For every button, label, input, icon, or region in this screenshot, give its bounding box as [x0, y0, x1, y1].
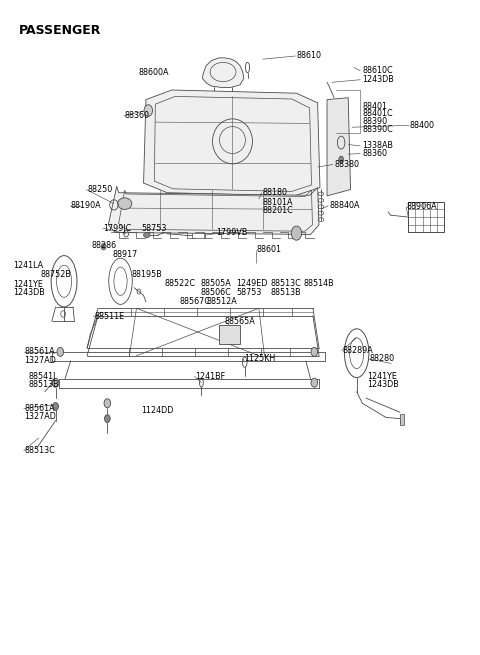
Text: 1327AD: 1327AD	[24, 356, 57, 365]
Text: 88101A: 88101A	[263, 198, 293, 207]
Ellipse shape	[57, 347, 63, 356]
Text: 88280: 88280	[370, 354, 395, 364]
Text: 88286: 88286	[92, 241, 117, 250]
Ellipse shape	[144, 105, 153, 117]
Text: 88401C: 88401C	[362, 109, 393, 119]
Text: 88567C: 88567C	[180, 297, 211, 307]
Text: 88505A: 88505A	[200, 279, 231, 288]
Text: 88360: 88360	[362, 149, 387, 158]
Text: 88513B: 88513B	[28, 380, 59, 389]
Ellipse shape	[291, 226, 301, 240]
Text: 1125KH: 1125KH	[244, 354, 275, 363]
Text: 1241LA: 1241LA	[13, 261, 43, 271]
Ellipse shape	[104, 399, 110, 407]
Text: 88601: 88601	[256, 246, 281, 254]
Text: 88511E: 88511E	[94, 312, 124, 321]
Text: 88180: 88180	[263, 188, 288, 197]
Polygon shape	[203, 58, 244, 87]
Text: 88201C: 88201C	[263, 206, 293, 215]
Text: 88401: 88401	[362, 102, 387, 111]
Text: 58753: 58753	[236, 288, 262, 297]
Ellipse shape	[105, 415, 110, 422]
Text: 1124DD: 1124DD	[141, 406, 174, 415]
Text: 1799JC: 1799JC	[104, 223, 132, 233]
Text: 88752B: 88752B	[40, 271, 71, 280]
Text: 88360: 88360	[125, 111, 150, 120]
Text: 88610: 88610	[297, 52, 322, 60]
Text: 88512A: 88512A	[206, 297, 237, 307]
Text: 88513B: 88513B	[270, 288, 301, 297]
Text: 88565A: 88565A	[225, 316, 256, 326]
Bar	[400, 413, 404, 425]
Text: PASSENGER: PASSENGER	[19, 24, 101, 37]
Bar	[219, 325, 240, 344]
Text: 1338AB: 1338AB	[362, 141, 393, 151]
Text: 1249ED: 1249ED	[236, 279, 268, 288]
Text: 88513C: 88513C	[24, 446, 55, 455]
Text: 88522C: 88522C	[165, 279, 196, 288]
Text: 1799VB: 1799VB	[216, 228, 248, 237]
Polygon shape	[144, 90, 320, 196]
Text: 1241YE: 1241YE	[13, 280, 43, 289]
Text: 58753: 58753	[141, 223, 167, 233]
Text: 88513C: 88513C	[270, 279, 301, 288]
Text: 88400: 88400	[409, 121, 434, 130]
Bar	[408, 202, 444, 233]
Ellipse shape	[118, 198, 132, 210]
Text: 88600A: 88600A	[139, 68, 169, 77]
Text: 88289A: 88289A	[343, 346, 373, 355]
Text: 88506C: 88506C	[200, 288, 231, 297]
Polygon shape	[327, 98, 350, 196]
Text: 88561A: 88561A	[24, 347, 55, 356]
Ellipse shape	[339, 156, 344, 162]
Text: 1243DB: 1243DB	[362, 75, 394, 84]
Text: 88390: 88390	[362, 117, 387, 126]
Ellipse shape	[53, 403, 59, 410]
Text: 88390C: 88390C	[362, 124, 393, 134]
Text: 88190A: 88190A	[71, 201, 101, 210]
Text: 88917: 88917	[113, 250, 138, 259]
Text: 88906A: 88906A	[407, 202, 438, 212]
Text: 1243DB: 1243DB	[367, 380, 399, 389]
Polygon shape	[108, 186, 319, 234]
Ellipse shape	[311, 378, 318, 387]
Text: 88541J: 88541J	[28, 372, 56, 381]
Ellipse shape	[101, 244, 106, 250]
Text: 88195B: 88195B	[132, 271, 163, 280]
Text: 88514B: 88514B	[303, 279, 334, 288]
Text: 1241YE: 1241YE	[367, 372, 397, 381]
Text: 88840A: 88840A	[329, 201, 360, 210]
Text: 88380: 88380	[334, 160, 359, 169]
Text: 1327AD: 1327AD	[24, 412, 57, 421]
Ellipse shape	[144, 233, 150, 238]
Text: 88561A: 88561A	[24, 404, 55, 413]
Ellipse shape	[311, 347, 318, 356]
Text: 1243DB: 1243DB	[13, 288, 45, 297]
Text: 88610C: 88610C	[362, 66, 393, 75]
Ellipse shape	[52, 378, 59, 387]
Text: 88250: 88250	[87, 185, 112, 194]
Text: 1241BF: 1241BF	[195, 372, 226, 381]
